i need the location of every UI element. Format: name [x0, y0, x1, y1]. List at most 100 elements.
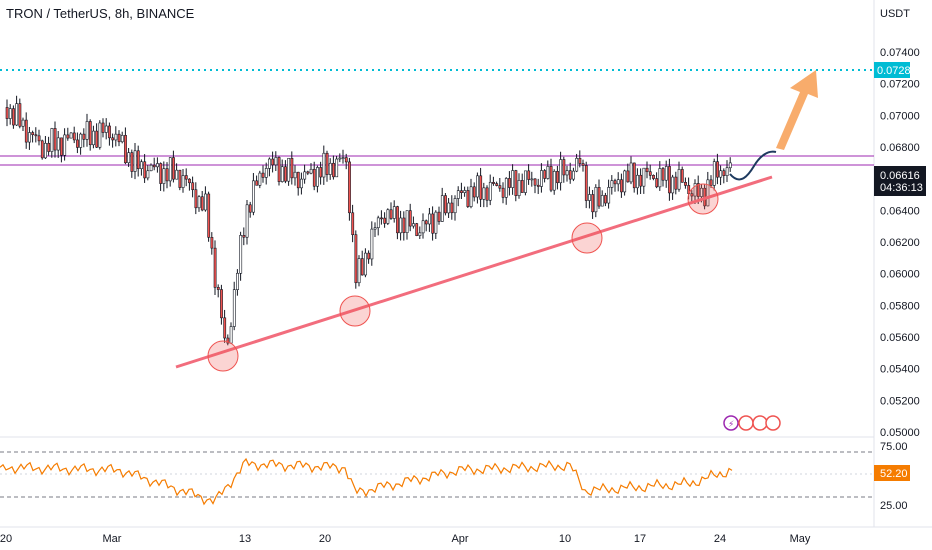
- candle-body: [236, 272, 239, 290]
- candle-body: [636, 174, 639, 189]
- candle-body: [696, 183, 700, 197]
- candle-body: [293, 171, 297, 179]
- candle-body: [549, 166, 553, 191]
- candle-body: [712, 161, 716, 186]
- low-marker-3[interactable]: [571, 222, 603, 254]
- candle-body: [172, 157, 175, 180]
- candle-body: [280, 166, 284, 182]
- candle-body: [79, 133, 83, 148]
- candle-body: [274, 157, 278, 166]
- candle-body: [69, 132, 73, 139]
- price-tick-label: 0.05200: [880, 395, 920, 407]
- candle-body: [412, 223, 415, 227]
- rsi-tick-25: 25.00: [880, 500, 908, 512]
- candle-body: [338, 157, 342, 160]
- candle-body: [165, 168, 169, 182]
- candle-body: [290, 157, 294, 179]
- candle-body: [607, 187, 611, 204]
- candle-body: [5, 107, 9, 119]
- candle-body: [488, 181, 492, 201]
- candle-body: [428, 213, 431, 225]
- candle-body: [34, 134, 38, 137]
- candle-body: [392, 206, 396, 219]
- candle-body: [146, 170, 150, 179]
- candle-body: [629, 162, 633, 183]
- low-marker-1[interactable]: [207, 340, 239, 372]
- us-flag-icon-3[interactable]: [765, 415, 781, 431]
- time-tick-label: 20: [319, 533, 331, 545]
- candle-body: [600, 195, 604, 207]
- candle-body: [440, 195, 444, 222]
- candle-body: [460, 190, 463, 193]
- candle-body: [124, 135, 127, 164]
- candle-body: [655, 178, 659, 188]
- candle-body: [213, 247, 217, 288]
- candle-body: [380, 217, 383, 220]
- price-tick-label: 0.05600: [880, 332, 920, 344]
- candle-body: [357, 258, 361, 284]
- candle-body: [520, 180, 524, 193]
- candle-body: [53, 128, 57, 151]
- candle-body: [354, 234, 358, 284]
- candle-body: [216, 287, 220, 290]
- projection-arrow[interactable]: [776, 70, 818, 150]
- candle-body: [188, 178, 191, 184]
- candle-body: [316, 167, 319, 187]
- candle-body: [658, 168, 662, 188]
- candle-body: [572, 170, 575, 180]
- event-icons[interactable]: ⚡: [723, 415, 781, 431]
- low-marker-2[interactable]: [339, 295, 371, 327]
- candle-body: [63, 134, 67, 156]
- candle-body: [514, 170, 518, 196]
- candle-body: [517, 180, 521, 196]
- candle-body: [120, 135, 124, 143]
- support-trendline[interactable]: [175, 175, 773, 369]
- candle-body: [95, 130, 99, 148]
- candle-body: [72, 132, 76, 141]
- candle-body: [341, 157, 345, 159]
- us-flag-icon-1[interactable]: [738, 415, 754, 431]
- candle-body: [604, 195, 607, 204]
- candle-body: [642, 167, 646, 187]
- candle-body: [268, 158, 271, 169]
- candle-body: [421, 220, 425, 234]
- price-axis-ticks: 0.074000.072000.070000.068000.066000.064…: [880, 47, 920, 439]
- candle-body: [610, 180, 614, 188]
- currency-label: USDT: [880, 8, 910, 20]
- time-tick-label: 20: [0, 533, 12, 545]
- candle-body: [242, 235, 246, 238]
- candle-body: [140, 161, 143, 169]
- candle-body: [408, 210, 412, 227]
- candle-body: [562, 159, 566, 176]
- target-price-badge: [874, 62, 910, 78]
- us-flag-icon-2[interactable]: [752, 415, 768, 431]
- time-tick-label: 17: [634, 533, 646, 545]
- candle-body: [719, 170, 723, 178]
- projection-path[interactable]: [729, 150, 777, 181]
- candle-body: [44, 142, 47, 159]
- candle-body: [693, 183, 697, 197]
- candle-body: [152, 164, 156, 168]
- candle-body: [328, 162, 332, 175]
- low-marker-4[interactable]: [687, 183, 719, 215]
- candle-body: [50, 128, 54, 152]
- candle-body: [668, 166, 671, 194]
- rsi-value-badge-text: 52.20: [880, 468, 908, 480]
- candle-body: [632, 162, 636, 189]
- candle-body: [706, 179, 710, 207]
- candle-body: [511, 170, 515, 188]
- candle-body: [360, 258, 364, 276]
- candle-body: [469, 186, 473, 207]
- candle-body: [588, 194, 591, 201]
- candle-body: [578, 157, 582, 164]
- rsi-line[interactable]: [0, 457, 733, 506]
- candle-body: [594, 187, 598, 213]
- flash-icon[interactable]: [723, 415, 739, 431]
- candle-body: [344, 157, 348, 163]
- candle-body: [530, 178, 534, 181]
- candle-body: [18, 103, 22, 127]
- candle-body: [639, 174, 643, 187]
- time-tick-label: Apr: [451, 533, 468, 545]
- candle-body: [184, 175, 188, 180]
- candle-body: [325, 152, 329, 175]
